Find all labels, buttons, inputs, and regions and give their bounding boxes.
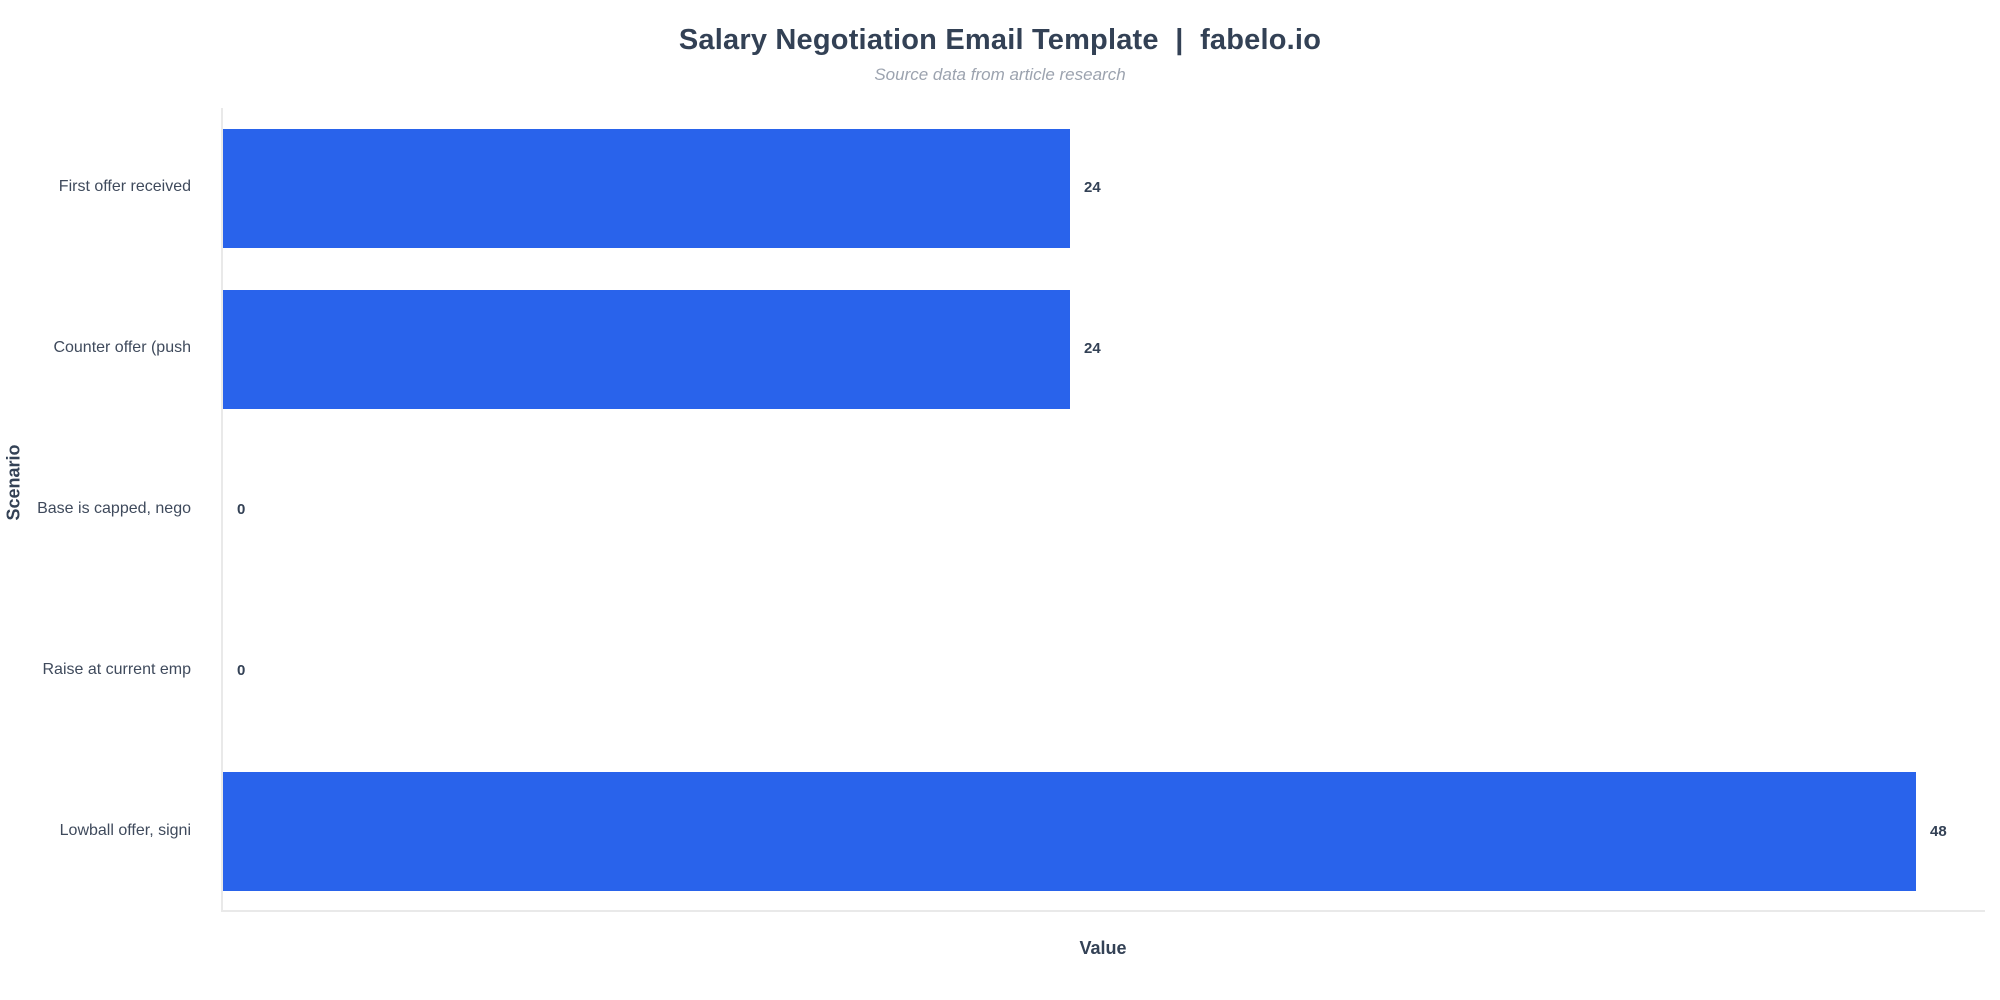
value-label-3: 0 — [237, 662, 246, 679]
value-label-0: 24 — [1084, 179, 1101, 196]
value-label-4: 48 — [1930, 823, 1947, 840]
x-axis-title: Value — [1079, 938, 1127, 958]
plot-area: First offer received 24 Counter offer (pus… — [37, 108, 1985, 912]
category-label-3: Raise at current emp — [42, 661, 191, 678]
chart-title: Salary Negotiation Email Template | fabe… — [678, 24, 1322, 56]
category-label-2: Base is capped, nego — [37, 500, 191, 517]
category-label-1: Counter offer (push — [53, 339, 191, 356]
value-label-2: 0 — [237, 501, 246, 518]
y-axis-title: Scenario — [3, 444, 24, 521]
chart-header: Salary Negotiation Email Template | fabe… — [0, 24, 2000, 85]
value-label-1: 24 — [1084, 340, 1101, 357]
bar-4 — [223, 772, 1916, 891]
bar-0 — [223, 129, 1070, 248]
bar-1 — [223, 290, 1070, 409]
category-label-4: Lowball offer, signi — [59, 822, 191, 839]
category-label-0: First offer received — [58, 178, 191, 195]
chart-subtitle: Source data from article research — [874, 65, 1126, 84]
